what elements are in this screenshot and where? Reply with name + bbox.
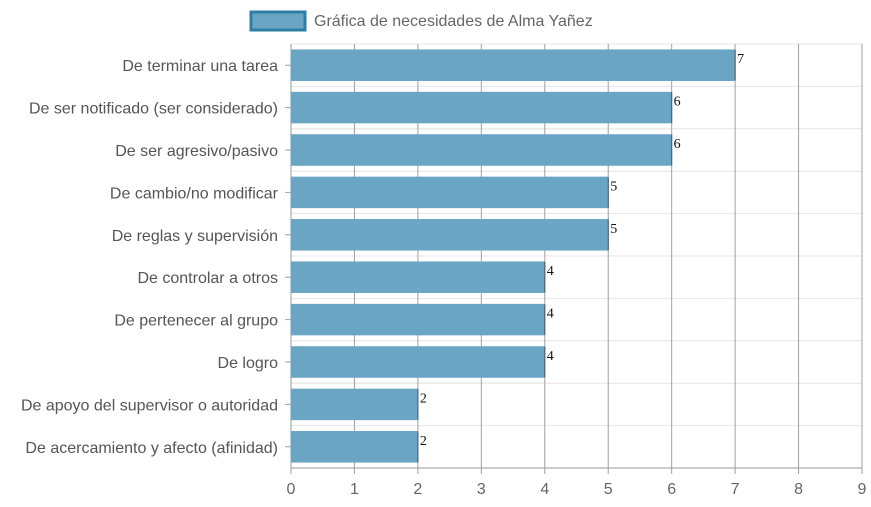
x-tick-label: 6 xyxy=(667,481,676,498)
category-label: De pertenecer al grupo xyxy=(114,313,278,330)
x-tick-label: 4 xyxy=(540,481,549,498)
bar xyxy=(290,49,736,81)
category-label: De logro xyxy=(218,355,279,372)
bar xyxy=(290,388,419,421)
x-tick-label: 5 xyxy=(604,481,613,498)
value-label: 4 xyxy=(547,349,554,364)
x-tick-label: 3 xyxy=(477,481,486,498)
value-label: 5 xyxy=(610,222,617,237)
bar xyxy=(290,261,546,293)
category-label: De reglas y supervisión xyxy=(112,228,278,245)
bar xyxy=(290,431,419,463)
value-label: 6 xyxy=(674,95,681,110)
x-tick-label: 1 xyxy=(350,481,359,498)
bar xyxy=(290,134,673,166)
value-label: 4 xyxy=(547,307,554,322)
category-label: De apoyo del supervisor o autoridad xyxy=(21,397,278,414)
bar xyxy=(290,91,673,124)
x-tick-label: 8 xyxy=(794,481,803,498)
category-label: De acercamiento y afecto (afinidad) xyxy=(25,440,278,457)
category-label: De cambio/no modificar xyxy=(110,185,279,202)
value-label: 5 xyxy=(610,179,617,194)
value-label: 2 xyxy=(420,391,427,406)
value-label: 6 xyxy=(674,137,681,152)
x-tick-label: 2 xyxy=(413,481,422,498)
bar xyxy=(290,176,609,209)
legend[interactable]: Gráfica de necesidades de Alma Yañez xyxy=(249,10,593,32)
bar xyxy=(290,219,609,251)
legend-swatch xyxy=(249,10,307,32)
x-tick-label: 7 xyxy=(731,481,740,498)
x-tick-label: 9 xyxy=(858,481,867,498)
legend-label: Gráfica de necesidades de Alma Yañez xyxy=(314,13,593,30)
value-label: 2 xyxy=(420,434,427,449)
category-label: De terminar una tarea xyxy=(122,58,278,75)
bar xyxy=(290,303,546,336)
category-label: De controlar a otros xyxy=(137,270,278,287)
bars-layer: 7 6 6 5 5 4 4 4 2 2 xyxy=(290,49,744,463)
x-tick-label: 0 xyxy=(287,481,296,498)
category-label: De ser notificado (ser considerado) xyxy=(29,101,278,118)
value-label: 4 xyxy=(547,264,554,279)
bar xyxy=(290,346,546,378)
value-label: 7 xyxy=(737,52,744,67)
category-label: De ser agresivo/pasivo xyxy=(115,143,278,160)
axis-layer: 0 1 2 3 4 5 6 7 8 9 De terminar una tarea De ser no… xyxy=(21,58,867,498)
